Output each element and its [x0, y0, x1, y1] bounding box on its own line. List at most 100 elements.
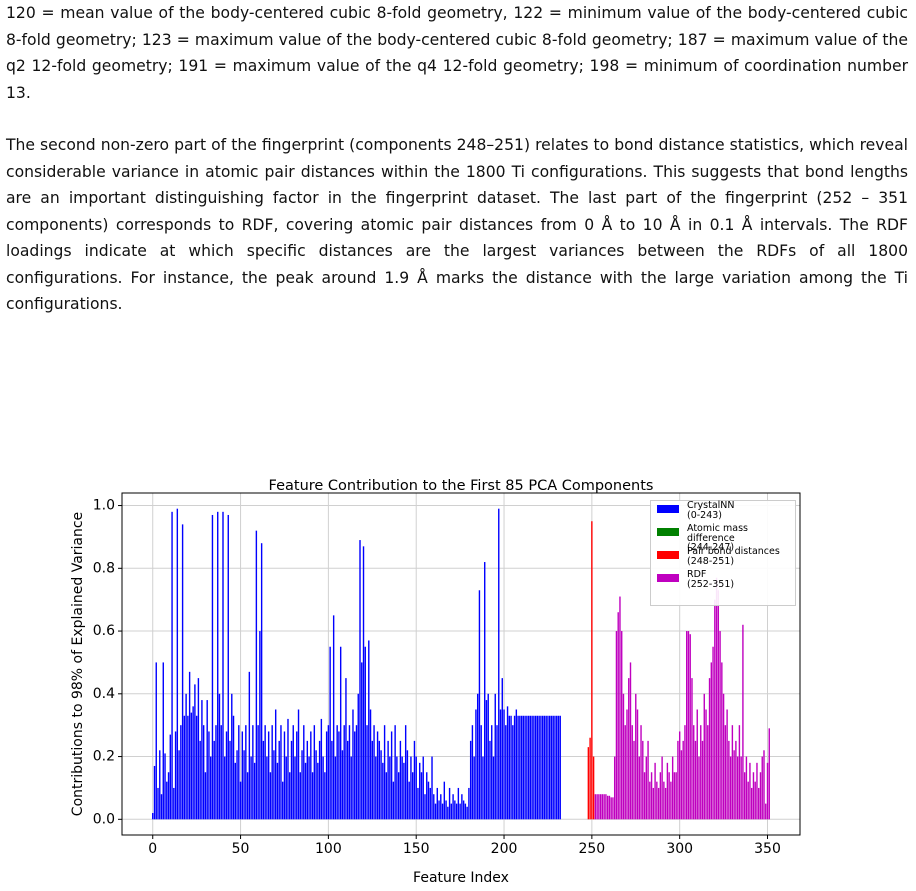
bar [721, 662, 723, 820]
bar [647, 740, 649, 820]
bar [399, 740, 402, 820]
bar [526, 715, 528, 820]
bar [712, 646, 714, 820]
bar [345, 678, 347, 820]
bar [633, 740, 635, 820]
bar [318, 740, 321, 820]
bar [389, 756, 391, 820]
bar [631, 725, 633, 820]
bar [645, 756, 648, 820]
bar [234, 762, 236, 820]
bar [310, 731, 312, 820]
bar [763, 750, 765, 820]
bar [278, 740, 280, 820]
bar [311, 772, 314, 820]
y-tick-label: 0.2 [93, 749, 115, 765]
bar [715, 577, 718, 820]
bar [684, 725, 686, 820]
bar [693, 725, 695, 820]
bar [434, 803, 437, 820]
bar [415, 756, 417, 820]
bar [380, 750, 382, 820]
bar [703, 693, 705, 820]
bar [169, 734, 172, 820]
bar [290, 740, 293, 820]
bar [635, 693, 637, 820]
bar [756, 762, 758, 820]
bar [236, 750, 238, 820]
bar [417, 787, 419, 820]
bar [315, 750, 317, 820]
bar [447, 806, 449, 820]
bar [473, 756, 475, 820]
bar [267, 731, 270, 820]
bar [397, 772, 400, 820]
bar [436, 787, 438, 820]
bar [431, 756, 433, 820]
bar [285, 756, 287, 820]
bar [700, 725, 702, 820]
bar [361, 662, 363, 820]
bar [274, 709, 277, 820]
bar [705, 709, 707, 820]
bar [217, 511, 219, 820]
bar [181, 524, 184, 820]
bar [180, 725, 182, 820]
bar [742, 624, 744, 820]
bar [299, 772, 301, 820]
x-tick-label: 350 [754, 841, 781, 857]
bar [317, 762, 319, 820]
bar [678, 731, 681, 820]
bar [638, 756, 640, 820]
bar [759, 772, 762, 820]
bar [159, 750, 161, 820]
bar [190, 712, 193, 820]
bar [339, 646, 342, 820]
bar [652, 787, 655, 820]
chart-title: Feature Contribution to the First 85 PCA… [269, 478, 654, 494]
bar [519, 715, 521, 820]
bar [218, 693, 221, 820]
bar [197, 678, 200, 820]
bar [506, 706, 509, 820]
y-tick-label: 0.8 [93, 560, 115, 576]
bar [445, 800, 447, 820]
bar [596, 794, 598, 820]
bar [592, 756, 595, 820]
bar [663, 781, 665, 820]
y-tick-label: 0.0 [93, 811, 115, 827]
bar [701, 740, 704, 820]
y-tick-label: 0.4 [93, 686, 115, 702]
bar [383, 725, 386, 820]
bar [220, 725, 222, 820]
bar [257, 725, 259, 820]
bar [671, 756, 674, 820]
bar [304, 762, 307, 820]
bar [248, 671, 251, 820]
bar [454, 800, 456, 820]
bar [745, 756, 748, 820]
bar [289, 772, 291, 820]
bar [450, 803, 453, 820]
bar [276, 762, 279, 820]
bar [382, 762, 384, 820]
bar [260, 543, 263, 820]
bar [761, 756, 763, 820]
bar [733, 750, 735, 820]
bar [719, 631, 721, 820]
chart: Feature Contribution to the First 85 PCA… [70, 478, 801, 886]
bar [508, 715, 511, 820]
bar [176, 508, 179, 820]
bar [599, 794, 602, 820]
bar [628, 678, 630, 820]
bar [640, 725, 642, 820]
bar [155, 662, 157, 820]
bar [266, 756, 268, 820]
bar [369, 709, 372, 820]
bar [491, 725, 493, 820]
bar [461, 794, 463, 820]
x-tick-label: 50 [232, 841, 250, 857]
bar [194, 684, 196, 820]
bar [348, 725, 351, 820]
bar [538, 715, 540, 820]
